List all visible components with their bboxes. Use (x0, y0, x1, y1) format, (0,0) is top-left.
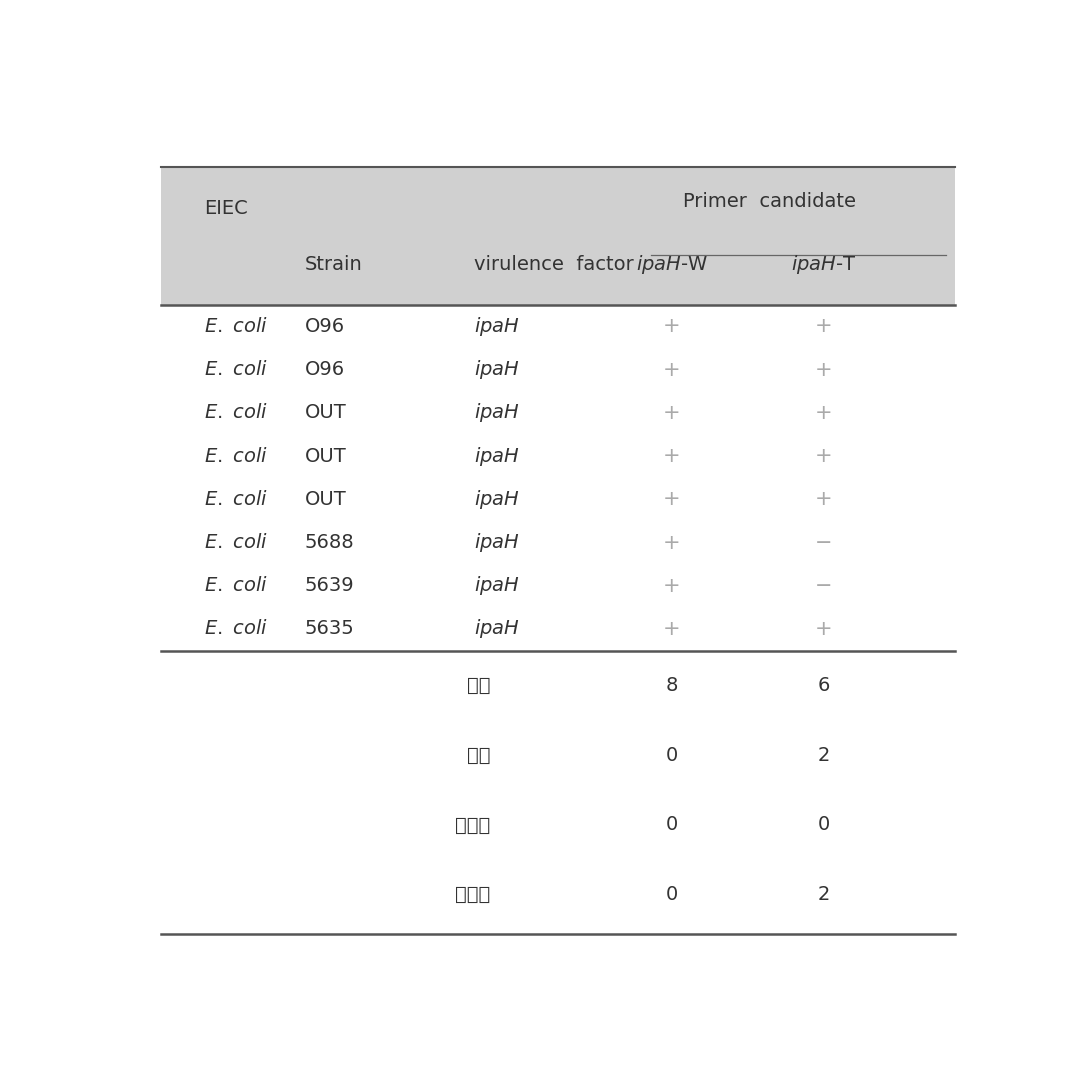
Text: $\it{E.}$ $\it{coli}$: $\it{E.}$ $\it{coli}$ (204, 447, 268, 465)
Text: $\it{ipaH}$: $\it{ipaH}$ (474, 575, 519, 597)
Text: −: − (816, 576, 833, 596)
Text: 위음성: 위음성 (455, 885, 490, 905)
Text: 양성: 양성 (467, 676, 490, 695)
Text: 8: 8 (665, 676, 678, 695)
Text: $\it{ipaH}$: $\it{ipaH}$ (474, 358, 519, 381)
Text: Primer  candidate: Primer candidate (683, 193, 856, 211)
Text: +: + (816, 403, 833, 423)
Text: 0: 0 (818, 816, 830, 834)
Text: $\it{E.}$ $\it{coli}$: $\it{E.}$ $\it{coli}$ (204, 619, 268, 638)
Text: Strain: Strain (305, 255, 363, 275)
Text: 5635: 5635 (305, 619, 355, 638)
Text: $\it{E.}$ $\it{coli}$: $\it{E.}$ $\it{coli}$ (204, 317, 268, 335)
Text: +: + (663, 359, 681, 380)
Text: +: + (663, 489, 681, 510)
Text: 위양성: 위양성 (455, 816, 490, 834)
Text: 0: 0 (666, 885, 678, 905)
Text: +: + (816, 489, 833, 510)
Text: 2: 2 (818, 885, 830, 905)
Text: OUT: OUT (305, 447, 346, 465)
Text: $\it{E.}$ $\it{coli}$: $\it{E.}$ $\it{coli}$ (204, 533, 268, 552)
Text: +: + (816, 316, 833, 337)
Text: 6: 6 (818, 676, 830, 695)
Text: $\it{E.}$ $\it{coli}$: $\it{E.}$ $\it{coli}$ (204, 360, 268, 379)
Text: +: + (663, 316, 681, 337)
Text: +: + (663, 619, 681, 639)
Text: $\it{ipaH}$: $\it{ipaH}$ (474, 315, 519, 338)
Text: $\it{E.}$ $\it{coli}$: $\it{E.}$ $\it{coli}$ (204, 404, 268, 422)
Text: $\it{ipaH}$-W: $\it{ipaH}$-W (636, 253, 708, 276)
Text: +: + (663, 446, 681, 466)
Text: +: + (816, 619, 833, 639)
Text: +: + (663, 403, 681, 423)
Text: 0: 0 (666, 816, 678, 834)
Text: $\it{ipaH}$: $\it{ipaH}$ (474, 445, 519, 467)
Text: $\it{ipaH}$: $\it{ipaH}$ (474, 401, 519, 424)
Text: $\it{ipaH}$: $\it{ipaH}$ (474, 488, 519, 511)
Text: EIEC: EIEC (204, 199, 247, 217)
Text: −: − (816, 532, 833, 553)
Text: +: + (816, 446, 833, 466)
Text: OUT: OUT (305, 404, 346, 422)
Text: +: + (816, 359, 833, 380)
Text: $\it{E.}$ $\it{coli}$: $\it{E.}$ $\it{coli}$ (204, 577, 268, 595)
Text: OUT: OUT (305, 490, 346, 509)
Text: $\it{E.}$ $\it{coli}$: $\it{E.}$ $\it{coli}$ (204, 490, 268, 509)
Text: virulence  factor: virulence factor (474, 255, 634, 275)
Text: $\it{ipaH}$: $\it{ipaH}$ (474, 618, 519, 641)
Text: +: + (663, 532, 681, 553)
Bar (161, 168, 955, 305)
Text: 5639: 5639 (305, 577, 355, 595)
Text: 0: 0 (666, 745, 678, 765)
Text: $\it{ipaH}$-T: $\it{ipaH}$-T (792, 253, 857, 276)
Text: O96: O96 (305, 360, 345, 379)
Text: +: + (663, 576, 681, 596)
Text: 2: 2 (818, 745, 830, 765)
Text: O96: O96 (305, 317, 345, 335)
Text: 음성: 음성 (467, 745, 490, 765)
Text: 5688: 5688 (305, 533, 355, 552)
Text: $\it{ipaH}$: $\it{ipaH}$ (474, 531, 519, 554)
